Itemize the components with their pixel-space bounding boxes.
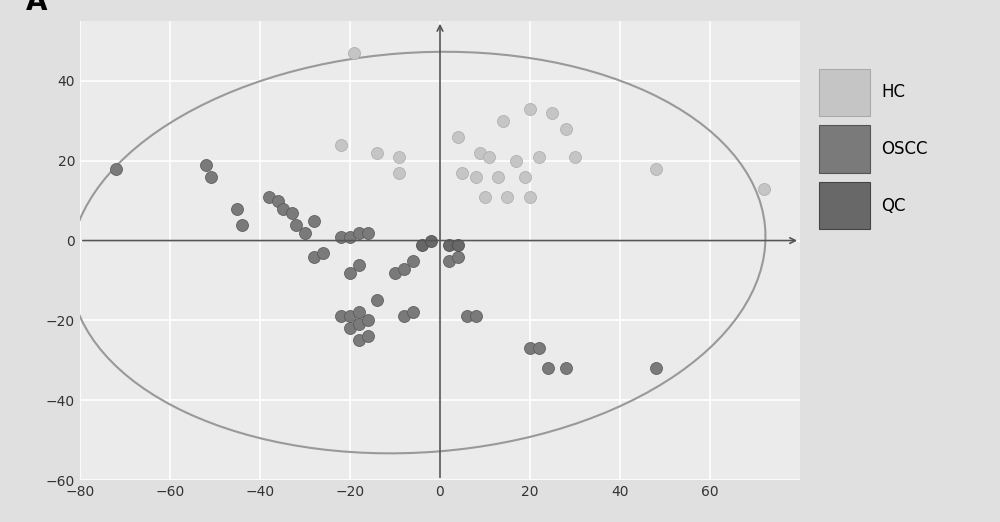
Point bbox=[360, 333, 376, 341]
Point bbox=[234, 220, 250, 229]
Point bbox=[495, 116, 511, 125]
Point bbox=[274, 205, 291, 213]
Point bbox=[499, 193, 516, 201]
Point bbox=[558, 125, 574, 133]
Point bbox=[567, 152, 583, 161]
Point bbox=[261, 193, 277, 201]
Point bbox=[441, 241, 457, 249]
Point bbox=[414, 241, 430, 249]
FancyBboxPatch shape bbox=[818, 182, 870, 230]
Point bbox=[756, 184, 772, 193]
Point bbox=[342, 268, 358, 277]
Point bbox=[531, 344, 547, 352]
Point bbox=[297, 229, 313, 237]
Point bbox=[522, 193, 538, 201]
Point bbox=[391, 169, 408, 177]
Point bbox=[198, 160, 214, 169]
Point bbox=[351, 260, 367, 269]
Point bbox=[369, 296, 385, 305]
FancyBboxPatch shape bbox=[818, 125, 870, 173]
Point bbox=[522, 104, 538, 113]
Point bbox=[387, 268, 403, 277]
Point bbox=[306, 217, 322, 225]
Point bbox=[351, 321, 367, 329]
Point bbox=[490, 172, 506, 181]
Point bbox=[477, 193, 493, 201]
Point bbox=[351, 309, 367, 317]
Point bbox=[333, 232, 349, 241]
Point bbox=[396, 312, 412, 321]
Point bbox=[333, 140, 349, 149]
Point bbox=[648, 364, 664, 373]
Text: QC: QC bbox=[881, 197, 906, 215]
Point bbox=[423, 236, 439, 245]
Point bbox=[405, 256, 421, 265]
Point bbox=[351, 229, 367, 237]
Point bbox=[288, 220, 304, 229]
Point bbox=[369, 149, 385, 157]
Text: OSCC: OSCC bbox=[881, 140, 928, 158]
Point bbox=[391, 152, 408, 161]
Point bbox=[284, 208, 300, 217]
Point bbox=[202, 172, 218, 181]
Point bbox=[450, 133, 466, 141]
Point bbox=[396, 264, 412, 272]
Point bbox=[441, 256, 457, 265]
Point bbox=[315, 248, 331, 257]
Point bbox=[108, 164, 124, 173]
Point bbox=[540, 364, 556, 373]
Point bbox=[508, 157, 524, 165]
Point bbox=[468, 312, 484, 321]
Point bbox=[558, 364, 574, 373]
Point bbox=[648, 164, 664, 173]
FancyBboxPatch shape bbox=[818, 68, 870, 116]
Point bbox=[454, 169, 470, 177]
Point bbox=[270, 196, 286, 205]
Point bbox=[450, 241, 466, 249]
Point bbox=[342, 312, 358, 321]
Point bbox=[360, 229, 376, 237]
Point bbox=[342, 232, 358, 241]
Point bbox=[229, 205, 246, 213]
Point bbox=[346, 49, 362, 57]
Point bbox=[468, 172, 484, 181]
Point bbox=[405, 309, 421, 317]
Point bbox=[544, 109, 560, 117]
Point bbox=[306, 252, 322, 260]
Point bbox=[472, 149, 488, 157]
Point bbox=[342, 324, 358, 333]
Point bbox=[459, 312, 475, 321]
Point bbox=[517, 172, 533, 181]
Text: A: A bbox=[26, 0, 48, 16]
Point bbox=[333, 312, 349, 321]
Point bbox=[351, 336, 367, 345]
Point bbox=[450, 252, 466, 260]
Point bbox=[522, 344, 538, 352]
Point bbox=[481, 152, 497, 161]
Text: HC: HC bbox=[881, 84, 905, 101]
Point bbox=[360, 316, 376, 325]
Point bbox=[531, 152, 547, 161]
